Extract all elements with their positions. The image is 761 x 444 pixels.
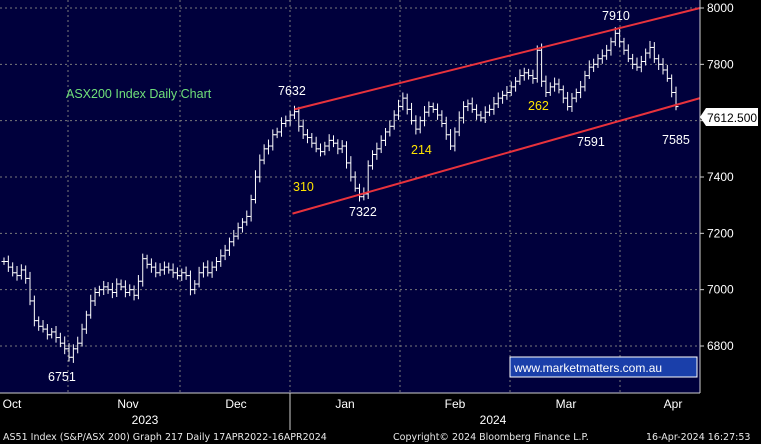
- x-month-label: Feb: [445, 397, 466, 411]
- watermark: www.marketmatters.com.au: [509, 356, 698, 378]
- annotation-label: 310: [293, 180, 314, 194]
- watermark-text: www.marketmatters.com.au: [513, 361, 662, 375]
- annotation-label: 7591: [577, 135, 605, 149]
- annotation-label: 7910: [602, 9, 630, 23]
- price-bars: [1, 27, 679, 363]
- last-price-value: 7612.500: [707, 111, 757, 125]
- annotation-label: 6751: [48, 370, 76, 384]
- x-month-label: Mar: [556, 397, 577, 411]
- x-month-label: Nov: [117, 397, 138, 411]
- annotation-label: 262: [528, 99, 549, 113]
- x-month-label: Apr: [664, 397, 683, 411]
- y-tick-label: 7000: [707, 283, 734, 297]
- y-tick-label: 7400: [707, 170, 734, 184]
- ohlc-bar: [673, 86, 679, 111]
- annotation-label: 7322: [349, 205, 377, 219]
- x-year-label: 2024: [480, 413, 507, 427]
- channel-lower-line: [292, 97, 701, 215]
- chart-title: ASX200 Index Daily Chart: [66, 87, 212, 101]
- y-tick-label: 6800: [707, 339, 734, 353]
- x-year-label: 2023: [132, 413, 159, 427]
- gridlines: [0, 0, 700, 393]
- y-tick-label: 7200: [707, 226, 734, 240]
- trend-channel: [292, 7, 701, 215]
- y-tick-label: 7800: [707, 57, 734, 71]
- last-price-box: [700, 108, 758, 126]
- x-axis: Oct Nov Dec Jan Feb Mar Apr 2023 2024: [3, 397, 683, 427]
- annotation-label: 214: [411, 143, 432, 157]
- x-month-label: Dec: [225, 397, 246, 411]
- annotation-label: 7632: [278, 84, 306, 98]
- y-tick-label: 8000: [707, 1, 734, 15]
- annotations: 6751 7632 7322 7910 7591 7585 310 214 262: [48, 9, 690, 384]
- last-price-marker: 7612.500: [700, 108, 758, 126]
- footer-bar: [0, 430, 761, 444]
- footer-right: 16-Apr-2024 16:27:53: [646, 432, 750, 443]
- channel-upper-line: [294, 7, 701, 111]
- footer-center: Copyright© 2024 Bloomberg Finance L.P.: [393, 432, 589, 443]
- annotation-label: 7585: [662, 133, 690, 147]
- footer-left: AS51 Index (S&P/ASX 200) Graph 217 Daily…: [3, 432, 327, 443]
- x-month-label: Jan: [335, 397, 354, 411]
- watermark-box: [509, 356, 698, 378]
- x-month-label: Oct: [3, 397, 22, 411]
